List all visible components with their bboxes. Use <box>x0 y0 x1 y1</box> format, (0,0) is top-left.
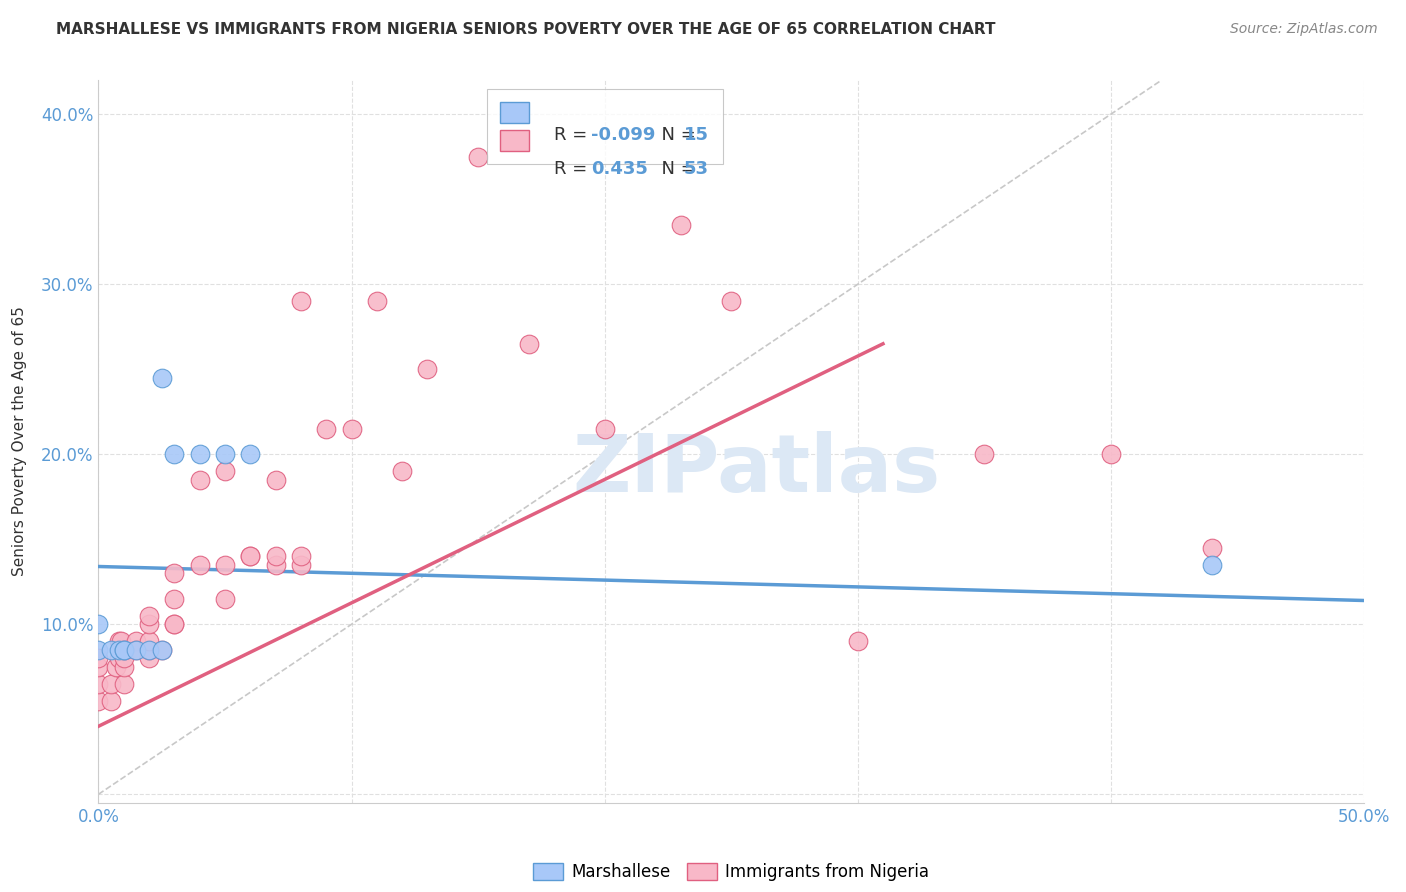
Point <box>87 694 110 708</box>
Point <box>264 558 287 572</box>
Point <box>188 473 211 487</box>
Point <box>315 422 337 436</box>
Point <box>138 617 160 632</box>
Text: N =: N = <box>650 127 702 145</box>
Point <box>239 549 262 564</box>
Point <box>214 447 236 461</box>
Text: Source: ZipAtlas.com: Source: ZipAtlas.com <box>1230 22 1378 37</box>
Text: N =: N = <box>650 161 702 178</box>
Point <box>163 447 186 461</box>
Point <box>112 660 135 674</box>
Point <box>100 642 122 657</box>
Y-axis label: Seniors Poverty Over the Age of 65: Seniors Poverty Over the Age of 65 <box>13 307 27 576</box>
Point <box>188 558 211 572</box>
Point <box>340 422 363 436</box>
Text: ZIPatlas: ZIPatlas <box>572 432 941 509</box>
Legend: Marshallese, Immigrants from Nigeria: Marshallese, Immigrants from Nigeria <box>524 855 938 889</box>
Point <box>163 617 186 632</box>
Point <box>110 634 132 648</box>
Point <box>366 294 388 309</box>
Point <box>107 642 129 657</box>
Point <box>138 634 160 648</box>
Point <box>391 464 413 478</box>
Point <box>163 591 186 606</box>
Point <box>163 617 186 632</box>
Point <box>112 642 135 657</box>
Point <box>846 634 869 648</box>
Point <box>214 464 236 478</box>
Point <box>87 677 110 691</box>
Point <box>188 447 211 461</box>
Point <box>125 642 148 657</box>
Text: -0.099: -0.099 <box>591 127 655 145</box>
Point <box>105 660 128 674</box>
Point <box>264 473 287 487</box>
Point <box>138 608 160 623</box>
Point <box>107 634 129 648</box>
Point <box>264 549 287 564</box>
Point <box>87 642 110 657</box>
Point <box>239 447 262 461</box>
Point <box>150 371 173 385</box>
Point <box>107 651 129 665</box>
Point <box>517 336 540 351</box>
Point <box>1201 541 1223 555</box>
Point <box>100 694 122 708</box>
Point <box>112 651 135 665</box>
Point <box>87 651 110 665</box>
Point <box>720 294 742 309</box>
Point <box>112 642 135 657</box>
Point <box>416 362 439 376</box>
Point <box>125 642 148 657</box>
Point <box>239 549 262 564</box>
Point <box>138 642 160 657</box>
Point <box>467 150 489 164</box>
Text: MARSHALLESE VS IMMIGRANTS FROM NIGERIA SENIORS POVERTY OVER THE AGE OF 65 CORREL: MARSHALLESE VS IMMIGRANTS FROM NIGERIA S… <box>56 22 995 37</box>
Point <box>214 591 236 606</box>
Point <box>669 218 692 232</box>
Text: 0.435: 0.435 <box>591 161 648 178</box>
Point <box>112 677 135 691</box>
Point <box>593 422 616 436</box>
Point <box>214 558 236 572</box>
Point <box>290 558 312 572</box>
Point <box>290 549 312 564</box>
Point <box>150 642 173 657</box>
Point <box>87 660 110 674</box>
Point <box>138 642 160 657</box>
Point <box>163 566 186 581</box>
Text: R =: R = <box>554 161 593 178</box>
Text: R =: R = <box>554 127 593 145</box>
Point <box>1099 447 1122 461</box>
Point <box>150 642 173 657</box>
Text: 15: 15 <box>683 127 709 145</box>
Point <box>138 651 160 665</box>
Point <box>112 642 135 657</box>
Point <box>87 617 110 632</box>
Point <box>1201 558 1223 572</box>
Point <box>973 447 995 461</box>
Text: 53: 53 <box>683 161 709 178</box>
Point <box>100 677 122 691</box>
Point <box>290 294 312 309</box>
Point <box>125 634 148 648</box>
